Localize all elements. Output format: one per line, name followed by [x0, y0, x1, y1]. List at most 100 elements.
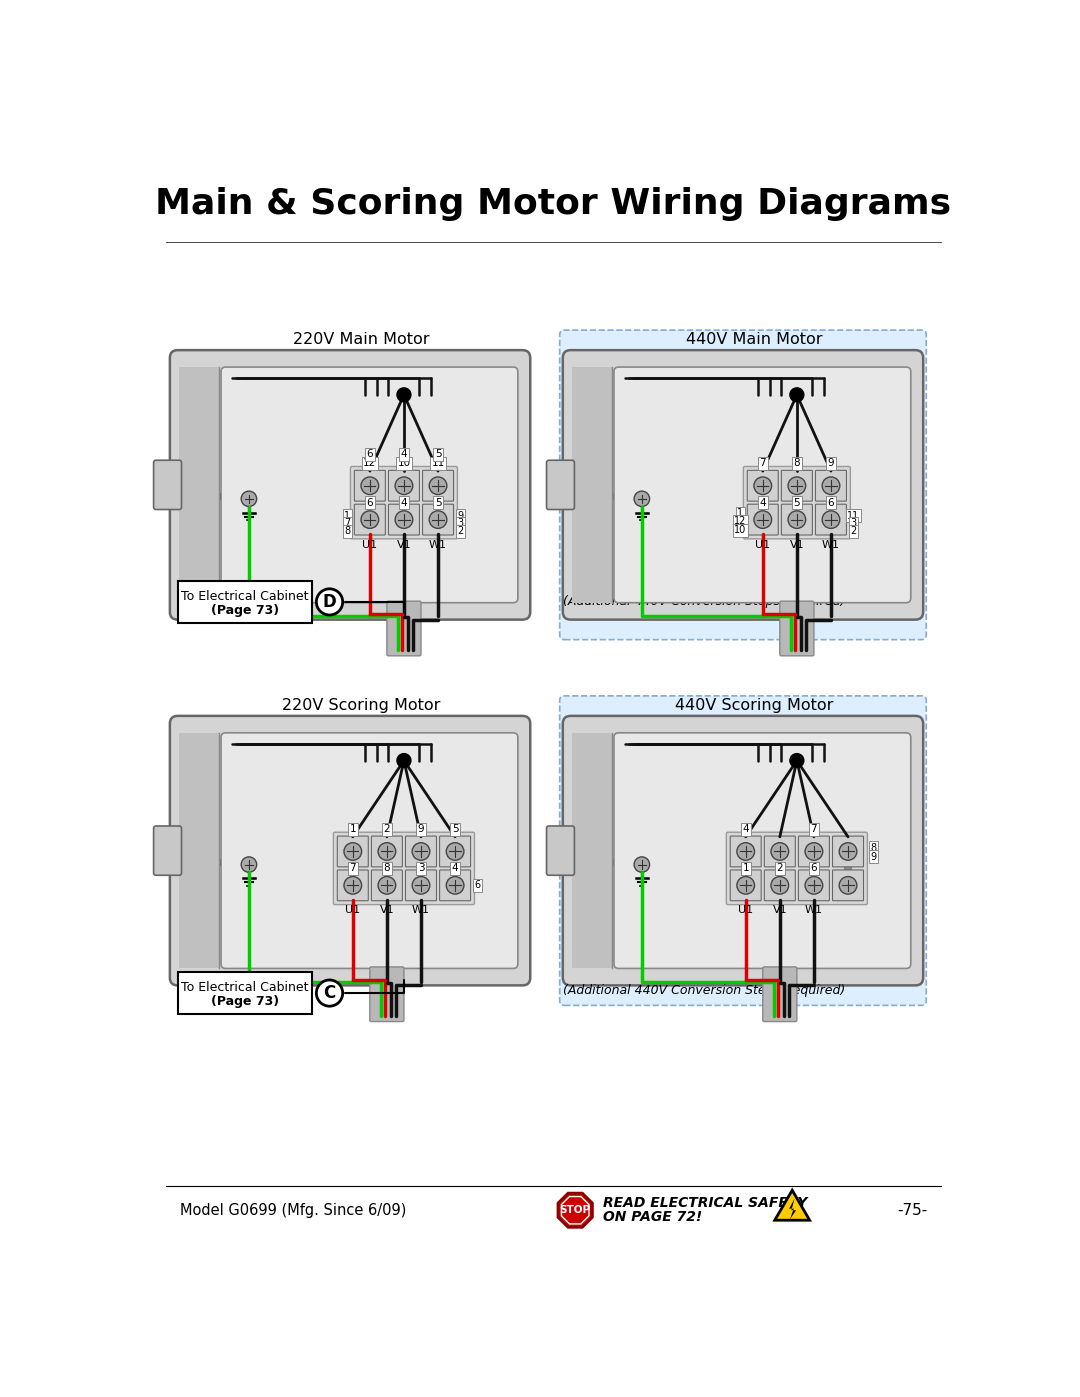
Text: 9: 9: [870, 852, 877, 862]
FancyBboxPatch shape: [170, 351, 530, 620]
Text: 1: 1: [350, 824, 356, 834]
Text: U1: U1: [738, 905, 753, 915]
Circle shape: [839, 876, 856, 894]
Text: 5: 5: [435, 497, 442, 507]
Circle shape: [397, 388, 410, 402]
Circle shape: [316, 979, 342, 1006]
Text: V1: V1: [379, 905, 394, 915]
Circle shape: [771, 876, 788, 894]
Circle shape: [737, 876, 755, 894]
Text: D: D: [323, 592, 336, 610]
Text: 12: 12: [734, 515, 746, 527]
FancyBboxPatch shape: [563, 351, 923, 620]
Text: 220V Scoring Motor: 220V Scoring Motor: [283, 697, 441, 712]
Text: W1: W1: [429, 539, 447, 549]
Text: Ground: Ground: [192, 856, 238, 869]
Text: 7: 7: [811, 824, 818, 834]
Text: 220V Main Motor: 220V Main Motor: [294, 332, 430, 346]
FancyBboxPatch shape: [815, 504, 847, 535]
Circle shape: [634, 856, 649, 872]
Text: U1: U1: [755, 539, 770, 549]
Circle shape: [789, 753, 804, 767]
FancyBboxPatch shape: [422, 471, 454, 502]
FancyBboxPatch shape: [372, 870, 403, 901]
FancyBboxPatch shape: [546, 826, 575, 876]
FancyBboxPatch shape: [559, 696, 927, 1006]
FancyBboxPatch shape: [833, 835, 864, 868]
Circle shape: [361, 476, 379, 495]
Text: 8: 8: [383, 863, 390, 873]
Circle shape: [429, 476, 447, 495]
Text: W1: W1: [822, 539, 840, 549]
Circle shape: [361, 511, 379, 528]
FancyBboxPatch shape: [354, 471, 386, 502]
Circle shape: [839, 842, 856, 861]
Text: 9: 9: [827, 458, 834, 468]
Text: To Electrical Cabinet: To Electrical Cabinet: [181, 590, 309, 602]
Polygon shape: [558, 1193, 593, 1228]
Circle shape: [789, 388, 804, 402]
Text: 6: 6: [366, 450, 374, 460]
Text: 1: 1: [742, 863, 750, 873]
Circle shape: [395, 476, 413, 495]
Bar: [179, 733, 219, 968]
Text: Main & Scoring Motor Wiring Diagrams: Main & Scoring Motor Wiring Diagrams: [156, 187, 951, 221]
Text: 3: 3: [850, 518, 856, 528]
FancyBboxPatch shape: [337, 870, 368, 901]
Circle shape: [634, 492, 649, 507]
Text: Ground: Ground: [585, 856, 631, 869]
FancyBboxPatch shape: [389, 504, 419, 535]
Circle shape: [446, 876, 464, 894]
Circle shape: [413, 842, 430, 861]
FancyBboxPatch shape: [781, 471, 812, 502]
FancyBboxPatch shape: [546, 460, 575, 510]
Text: 11: 11: [431, 458, 445, 468]
Circle shape: [241, 856, 257, 872]
Circle shape: [805, 876, 823, 894]
FancyBboxPatch shape: [727, 833, 867, 905]
Text: (Page 73): (Page 73): [211, 995, 279, 1009]
Text: Model G0699 (Mfg. Since 6/09): Model G0699 (Mfg. Since 6/09): [180, 1203, 406, 1218]
FancyBboxPatch shape: [178, 972, 312, 1014]
FancyBboxPatch shape: [405, 835, 436, 868]
Circle shape: [429, 511, 447, 528]
Circle shape: [805, 842, 823, 861]
FancyBboxPatch shape: [781, 504, 812, 535]
FancyBboxPatch shape: [387, 601, 421, 655]
Text: 7: 7: [345, 518, 351, 528]
Text: Ground: Ground: [192, 490, 238, 503]
Text: -75-: -75-: [896, 1203, 927, 1218]
Text: 9: 9: [418, 824, 424, 834]
Text: V1: V1: [789, 539, 805, 549]
FancyBboxPatch shape: [730, 835, 761, 868]
Circle shape: [754, 511, 771, 528]
Text: 440V Scoring Motor: 440V Scoring Motor: [675, 697, 834, 712]
FancyBboxPatch shape: [747, 471, 779, 502]
FancyBboxPatch shape: [798, 835, 829, 868]
Text: (Additional 440V Conversion Steps Required): (Additional 440V Conversion Steps Requir…: [563, 595, 845, 608]
Circle shape: [395, 511, 413, 528]
FancyBboxPatch shape: [354, 504, 386, 535]
Text: ON PAGE 72!: ON PAGE 72!: [603, 1210, 702, 1224]
Text: 6: 6: [811, 863, 818, 873]
Text: 6: 6: [474, 880, 481, 890]
Text: V1: V1: [396, 539, 411, 549]
Circle shape: [822, 511, 840, 528]
FancyBboxPatch shape: [440, 870, 471, 901]
Text: READ ELECTRICAL SAFETY: READ ELECTRICAL SAFETY: [603, 1196, 808, 1210]
FancyBboxPatch shape: [178, 581, 312, 623]
FancyBboxPatch shape: [780, 601, 814, 655]
Text: U1: U1: [346, 905, 361, 915]
Circle shape: [788, 476, 806, 495]
Text: 4: 4: [401, 450, 407, 460]
Circle shape: [397, 753, 410, 767]
Circle shape: [343, 876, 362, 894]
FancyBboxPatch shape: [559, 330, 927, 640]
Circle shape: [241, 492, 257, 507]
FancyBboxPatch shape: [170, 715, 530, 985]
Circle shape: [316, 588, 342, 615]
Circle shape: [378, 842, 395, 861]
Text: 4: 4: [742, 824, 750, 834]
Text: 7: 7: [350, 863, 356, 873]
Text: 2: 2: [850, 527, 856, 536]
